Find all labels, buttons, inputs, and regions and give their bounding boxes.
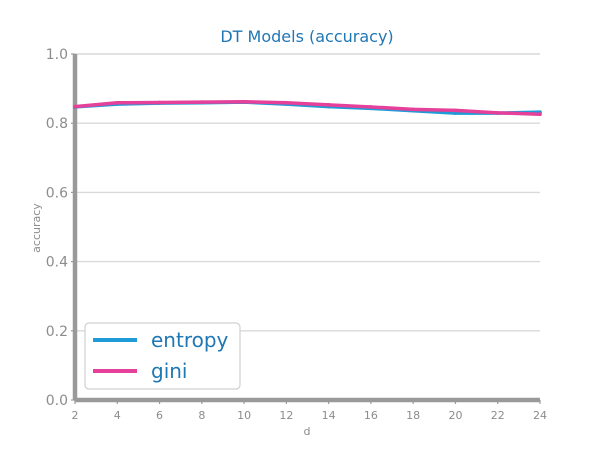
x-tick-label: 6 <box>156 409 163 422</box>
data-point <box>411 107 415 112</box>
y-tick-label: 0.2 <box>46 324 68 340</box>
x-tick-label: 22 <box>491 409 505 422</box>
series-line-gini <box>73 99 542 116</box>
data-point <box>115 100 120 105</box>
data-point <box>369 105 373 109</box>
data-point <box>73 104 77 109</box>
y-axis-label: accuracy <box>30 203 43 253</box>
y-ticks: 0.0 0.2 0.4 0.6 0.8 1.0 <box>46 47 75 409</box>
x-tick-label: 16 <box>364 409 378 422</box>
x-tick-label: 10 <box>237 409 251 422</box>
series-lines <box>73 99 542 117</box>
y-tick-label: 0.4 <box>46 255 68 271</box>
y-tick-label: 0.0 <box>46 393 68 409</box>
x-ticks: 2 4 6 8 10 12 14 16 18 20 22 24 <box>72 400 547 422</box>
data-point <box>453 111 458 115</box>
x-tick-label: 4 <box>114 409 121 422</box>
x-tick-label: 8 <box>198 409 205 422</box>
x-tick-label: 24 <box>533 409 547 422</box>
x-tick-label: 20 <box>448 409 462 422</box>
data-point <box>284 100 289 105</box>
legend-label-gini: gini <box>151 359 187 383</box>
series-points-gini <box>73 99 542 117</box>
y-tick-label: 0.6 <box>46 185 68 201</box>
data-point <box>326 103 331 107</box>
data-point <box>538 112 542 117</box>
x-tick-label: 18 <box>406 409 420 422</box>
data-point <box>242 99 246 104</box>
x-tick-label: 14 <box>322 409 336 422</box>
x-axis-label: d <box>304 425 311 438</box>
data-point <box>157 100 162 105</box>
legend-label-entropy: entropy <box>151 328 229 352</box>
x-tick-label: 12 <box>279 409 293 422</box>
y-tick-label: 1.0 <box>46 47 68 63</box>
x-tick-label: 2 <box>72 409 79 422</box>
data-point <box>200 100 204 104</box>
data-point <box>495 111 500 115</box>
y-tick-label: 0.8 <box>46 116 68 132</box>
data-point <box>453 108 458 113</box>
legend: entropy gini <box>84 322 241 390</box>
axes <box>72 54 540 403</box>
chart-title: DT Models (accuracy) <box>220 27 393 46</box>
